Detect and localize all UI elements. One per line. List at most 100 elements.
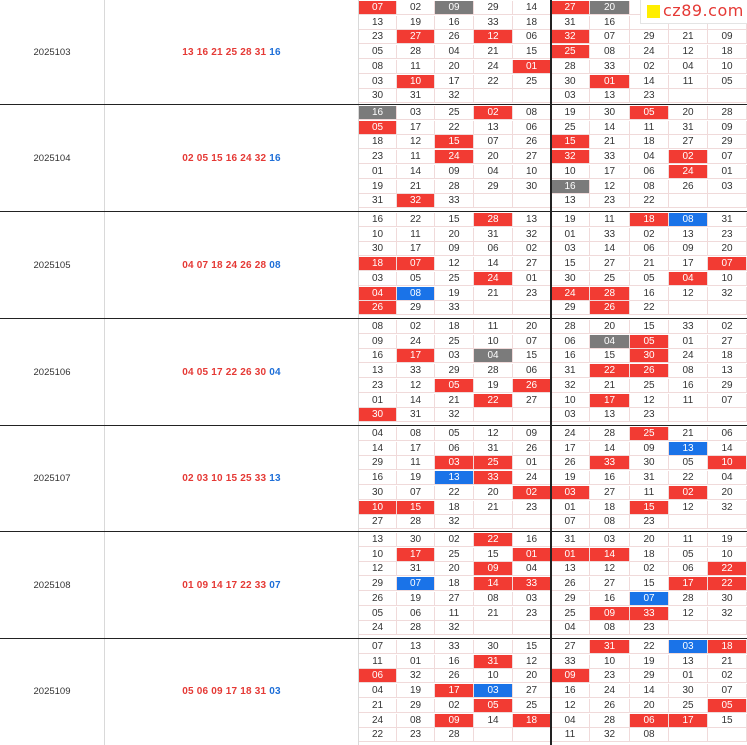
red-ball-number: 09 xyxy=(196,579,209,591)
grid-cell: 17 xyxy=(397,120,435,135)
grid-cell: 23 xyxy=(708,227,747,242)
period-divider xyxy=(0,318,747,319)
red-ball-number: 33 xyxy=(254,473,267,484)
grid-cell: 10 xyxy=(590,654,630,669)
grid-cell: 18 xyxy=(435,320,474,334)
blue-ball-number: 03 xyxy=(269,686,281,697)
grid-cell: 31 xyxy=(630,471,669,486)
grid-cell: 07 xyxy=(708,257,747,272)
grid-cell: 02 xyxy=(630,59,669,74)
grid-cell: 10 xyxy=(397,74,435,89)
grid-cell: 02 xyxy=(397,1,435,15)
site-logo[interactable]: cz89.com xyxy=(640,0,747,24)
winning-numbers: 05 06 09 17 18 31 03 xyxy=(105,686,358,697)
column-divider xyxy=(358,0,359,745)
grid-cell: 14 xyxy=(630,684,669,699)
grid-cell: 32 xyxy=(590,728,630,743)
grid-cell: 02 xyxy=(513,242,551,257)
grid-cell: 15 xyxy=(590,349,630,364)
grid-cell: 11 xyxy=(435,606,474,621)
grid-cell: 27 xyxy=(551,640,590,654)
grid-cell: 01 xyxy=(513,59,551,74)
grid-cell: 12 xyxy=(513,654,551,669)
grid-cell: 31 xyxy=(551,364,590,379)
grid-cell: 01 xyxy=(551,500,590,515)
column-divider xyxy=(104,0,105,745)
grid-cell: 23 xyxy=(630,621,669,636)
period-number: 2025107 xyxy=(33,473,71,484)
grid-cell: 28 xyxy=(435,179,474,194)
grid-cell: 18 xyxy=(513,15,551,30)
grid-cell: 16 xyxy=(435,15,474,30)
grid-cell: 27 xyxy=(513,684,551,699)
grid-cell: 30 xyxy=(551,271,590,286)
grid-cell: 13 xyxy=(708,364,747,379)
grid-cell: 07 xyxy=(590,30,630,45)
grid-cell: 20 xyxy=(513,669,551,684)
grid-cell: 07 xyxy=(708,684,747,699)
grid-cell: 08 xyxy=(513,106,551,120)
grid-cell: 09 xyxy=(435,164,474,179)
grid-cell: 32 xyxy=(708,500,747,515)
grid-cell: 08 xyxy=(397,713,435,728)
grid-cell: 06 xyxy=(551,334,590,349)
winning-numbers: 13 16 21 25 28 31 16 xyxy=(105,47,358,58)
grid-cell: 32 xyxy=(708,606,747,621)
grid-cell: 11 xyxy=(397,150,435,165)
grid-cell: 33 xyxy=(397,364,435,379)
grid-cell xyxy=(474,194,513,209)
red-ball-number: 28 xyxy=(254,259,267,271)
grid-cell: 06 xyxy=(630,713,669,728)
grid-cell: 16 xyxy=(359,213,397,227)
grid-cell: 02 xyxy=(708,669,747,684)
grid-cell: 01 xyxy=(513,271,551,286)
grid-cell: 21 xyxy=(474,500,513,515)
grid-cell: 22 xyxy=(630,640,669,654)
grid-cell: 33 xyxy=(590,456,630,471)
grid-cell: 17 xyxy=(397,349,435,364)
grid-cell: 31 xyxy=(551,15,590,30)
grid-cell xyxy=(708,194,747,209)
grid-cell: 27 xyxy=(513,393,551,408)
grid-cell: 25 xyxy=(630,378,669,393)
grid-cell: 08 xyxy=(590,515,630,530)
red-ball-number: 05 xyxy=(182,686,194,697)
grid-cell: 03 xyxy=(708,179,747,194)
grid-cell: 07 xyxy=(551,515,590,530)
grid-cell: 03 xyxy=(474,684,513,699)
red-ball-number: 10 xyxy=(211,473,223,484)
grid-cell: 11 xyxy=(397,59,435,74)
grid-cell: 32 xyxy=(551,30,590,45)
grid-cell: 24 xyxy=(435,150,474,165)
grid-cell: 26 xyxy=(513,441,551,456)
grid-cell: 17 xyxy=(397,547,435,562)
grid-cell: 29 xyxy=(359,456,397,471)
grid-cell: 12 xyxy=(590,562,630,577)
grid-cell: 14 xyxy=(708,441,747,456)
grid-cell: 22 xyxy=(708,577,747,592)
grid-cell: 17 xyxy=(669,577,708,592)
grid-cell: 30 xyxy=(513,179,551,194)
grid-cell: 21 xyxy=(590,135,630,150)
grid-cell: 23 xyxy=(359,150,397,165)
grid-cell: 13 xyxy=(359,364,397,379)
winning-numbers: 04 05 17 22 26 30 04 xyxy=(105,367,358,378)
grid-cell: 30 xyxy=(359,485,397,500)
grid-cell: 31 xyxy=(474,227,513,242)
grid-cell: 30 xyxy=(359,408,397,423)
red-ball-number: 25 xyxy=(240,473,252,484)
grid-cell: 01 xyxy=(513,456,551,471)
grid-cell: 15 xyxy=(435,213,474,227)
grid-cell: 14 xyxy=(590,547,630,562)
grid-cell: 24 xyxy=(551,427,590,441)
grid-cell: 32 xyxy=(708,286,747,301)
grid-cell: 13 xyxy=(474,120,513,135)
grid-cell: 09 xyxy=(708,30,747,45)
grid-cell: 19 xyxy=(397,471,435,486)
grid-cell: 16 xyxy=(551,179,590,194)
grid-cell: 25 xyxy=(630,427,669,441)
logo-square-icon xyxy=(647,5,660,18)
grid-cell: 28 xyxy=(435,728,474,743)
grid-cell: 07 xyxy=(474,135,513,150)
grid-cell: 10 xyxy=(708,59,747,74)
